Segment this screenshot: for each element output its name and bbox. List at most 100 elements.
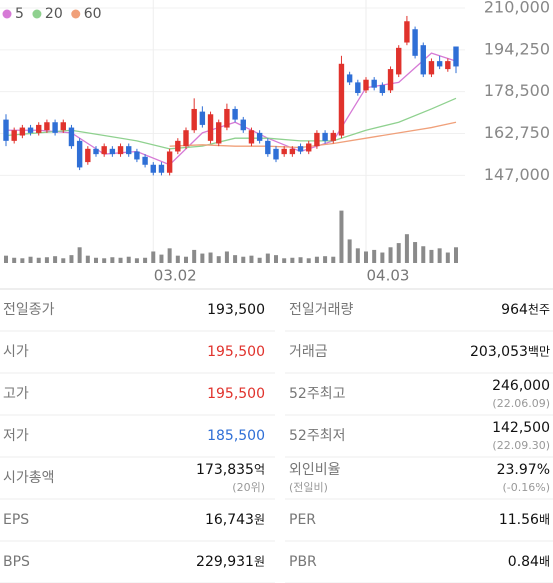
volume-bar — [282, 258, 287, 263]
volume-bar — [347, 239, 352, 263]
legend-label: 20 — [45, 6, 63, 22]
candle-body — [338, 63, 345, 136]
candle-body — [134, 151, 140, 160]
volume-bar — [233, 255, 238, 263]
volume-bar — [175, 255, 180, 263]
price-label: 147,000 — [484, 165, 550, 184]
volume-bar — [28, 256, 33, 263]
volume-bar — [85, 255, 90, 263]
candle-body — [36, 124, 42, 133]
volume-bar — [61, 258, 66, 263]
row-label: BPS — [3, 554, 30, 570]
candle-body — [355, 82, 361, 94]
candle-body — [387, 69, 394, 91]
volume-bar — [4, 255, 8, 263]
volume-bar — [437, 248, 442, 263]
candle-body — [93, 148, 99, 155]
candle-body — [166, 151, 173, 173]
candle-body — [289, 148, 296, 155]
row-label: 거래금 — [289, 344, 328, 360]
volume-bar — [257, 257, 262, 263]
row-value: 195,500 — [207, 386, 265, 402]
unit: 백만 — [528, 345, 550, 359]
candle-body — [175, 140, 181, 152]
row-value: 964 — [501, 302, 528, 318]
row-value: 142,500 — [492, 420, 550, 436]
legend-label: 5 — [15, 6, 24, 22]
candle-body — [396, 47, 402, 75]
row-label: 고가 — [3, 386, 29, 402]
candle-body — [428, 61, 435, 75]
row-label: 저가 — [3, 428, 29, 444]
legend-dot — [32, 9, 42, 19]
volume-bar — [323, 256, 328, 263]
candle-body — [150, 164, 156, 173]
volume-bar — [53, 256, 58, 263]
volume-bar — [298, 257, 303, 263]
candle-body — [346, 74, 353, 83]
candle-body — [453, 46, 459, 67]
volume-bar — [143, 257, 148, 263]
candle-body — [60, 122, 66, 131]
candle-body — [216, 122, 222, 144]
volume-bar — [36, 257, 41, 263]
row-note: (22.09.30) — [492, 439, 550, 452]
candle-body — [85, 148, 91, 163]
date-label: 04.03 — [367, 267, 410, 285]
row-value: 193,500 — [207, 302, 265, 318]
volume-bar — [69, 255, 74, 263]
candle-body — [52, 122, 58, 133]
candle-body — [158, 164, 165, 173]
candle-body — [68, 127, 75, 147]
row-value: 16,743 — [205, 512, 254, 528]
volume-bar — [110, 257, 115, 263]
row-label: 시가 — [3, 344, 29, 360]
row-value: 23.97% — [497, 462, 550, 478]
candle-body — [371, 79, 377, 88]
volume-bar — [388, 247, 393, 263]
candle-body — [142, 156, 148, 165]
volume-bar — [265, 253, 270, 263]
volume-bar — [94, 257, 98, 263]
volume-bar — [364, 251, 368, 263]
volume-bar — [249, 255, 254, 263]
volume-bar — [208, 252, 213, 263]
volume-bar — [184, 256, 188, 263]
row-value: 173,835 — [196, 462, 254, 478]
candle-body — [109, 148, 116, 155]
unit: 억 — [254, 463, 265, 477]
candle-body — [322, 132, 328, 141]
volume-bar — [331, 256, 336, 263]
row-label: 52주최고 — [289, 386, 346, 402]
candle-body — [11, 130, 17, 141]
volume-bar — [372, 249, 377, 263]
candle-body — [240, 119, 246, 131]
candle-body — [445, 61, 451, 70]
volume-bar — [118, 257, 123, 263]
candle-body — [27, 127, 34, 133]
candle-body — [19, 127, 26, 136]
candle-body — [363, 79, 369, 91]
volume-bar — [20, 258, 25, 263]
volume-bar — [159, 254, 164, 263]
volume-bar — [396, 243, 401, 263]
row-label: 시가총액 — [3, 470, 55, 486]
volume-bar — [421, 246, 426, 263]
candle-body — [191, 108, 197, 131]
row-value: 195,500 — [207, 344, 265, 360]
candle-body — [412, 29, 418, 56]
row-value: 11.56 — [499, 512, 539, 528]
legend-label: 60 — [84, 6, 102, 22]
volume-bar — [445, 252, 450, 263]
volume-bar — [413, 242, 418, 263]
candle-body — [3, 119, 9, 141]
row-value: 246,000 — [492, 378, 550, 394]
ma-line — [6, 52, 457, 166]
candle-body — [306, 143, 312, 152]
volume-bar — [429, 249, 434, 263]
row-value: 229,931 — [196, 554, 254, 570]
candle-body — [248, 130, 255, 144]
candle-body — [281, 148, 287, 155]
candle-body — [207, 114, 214, 141]
